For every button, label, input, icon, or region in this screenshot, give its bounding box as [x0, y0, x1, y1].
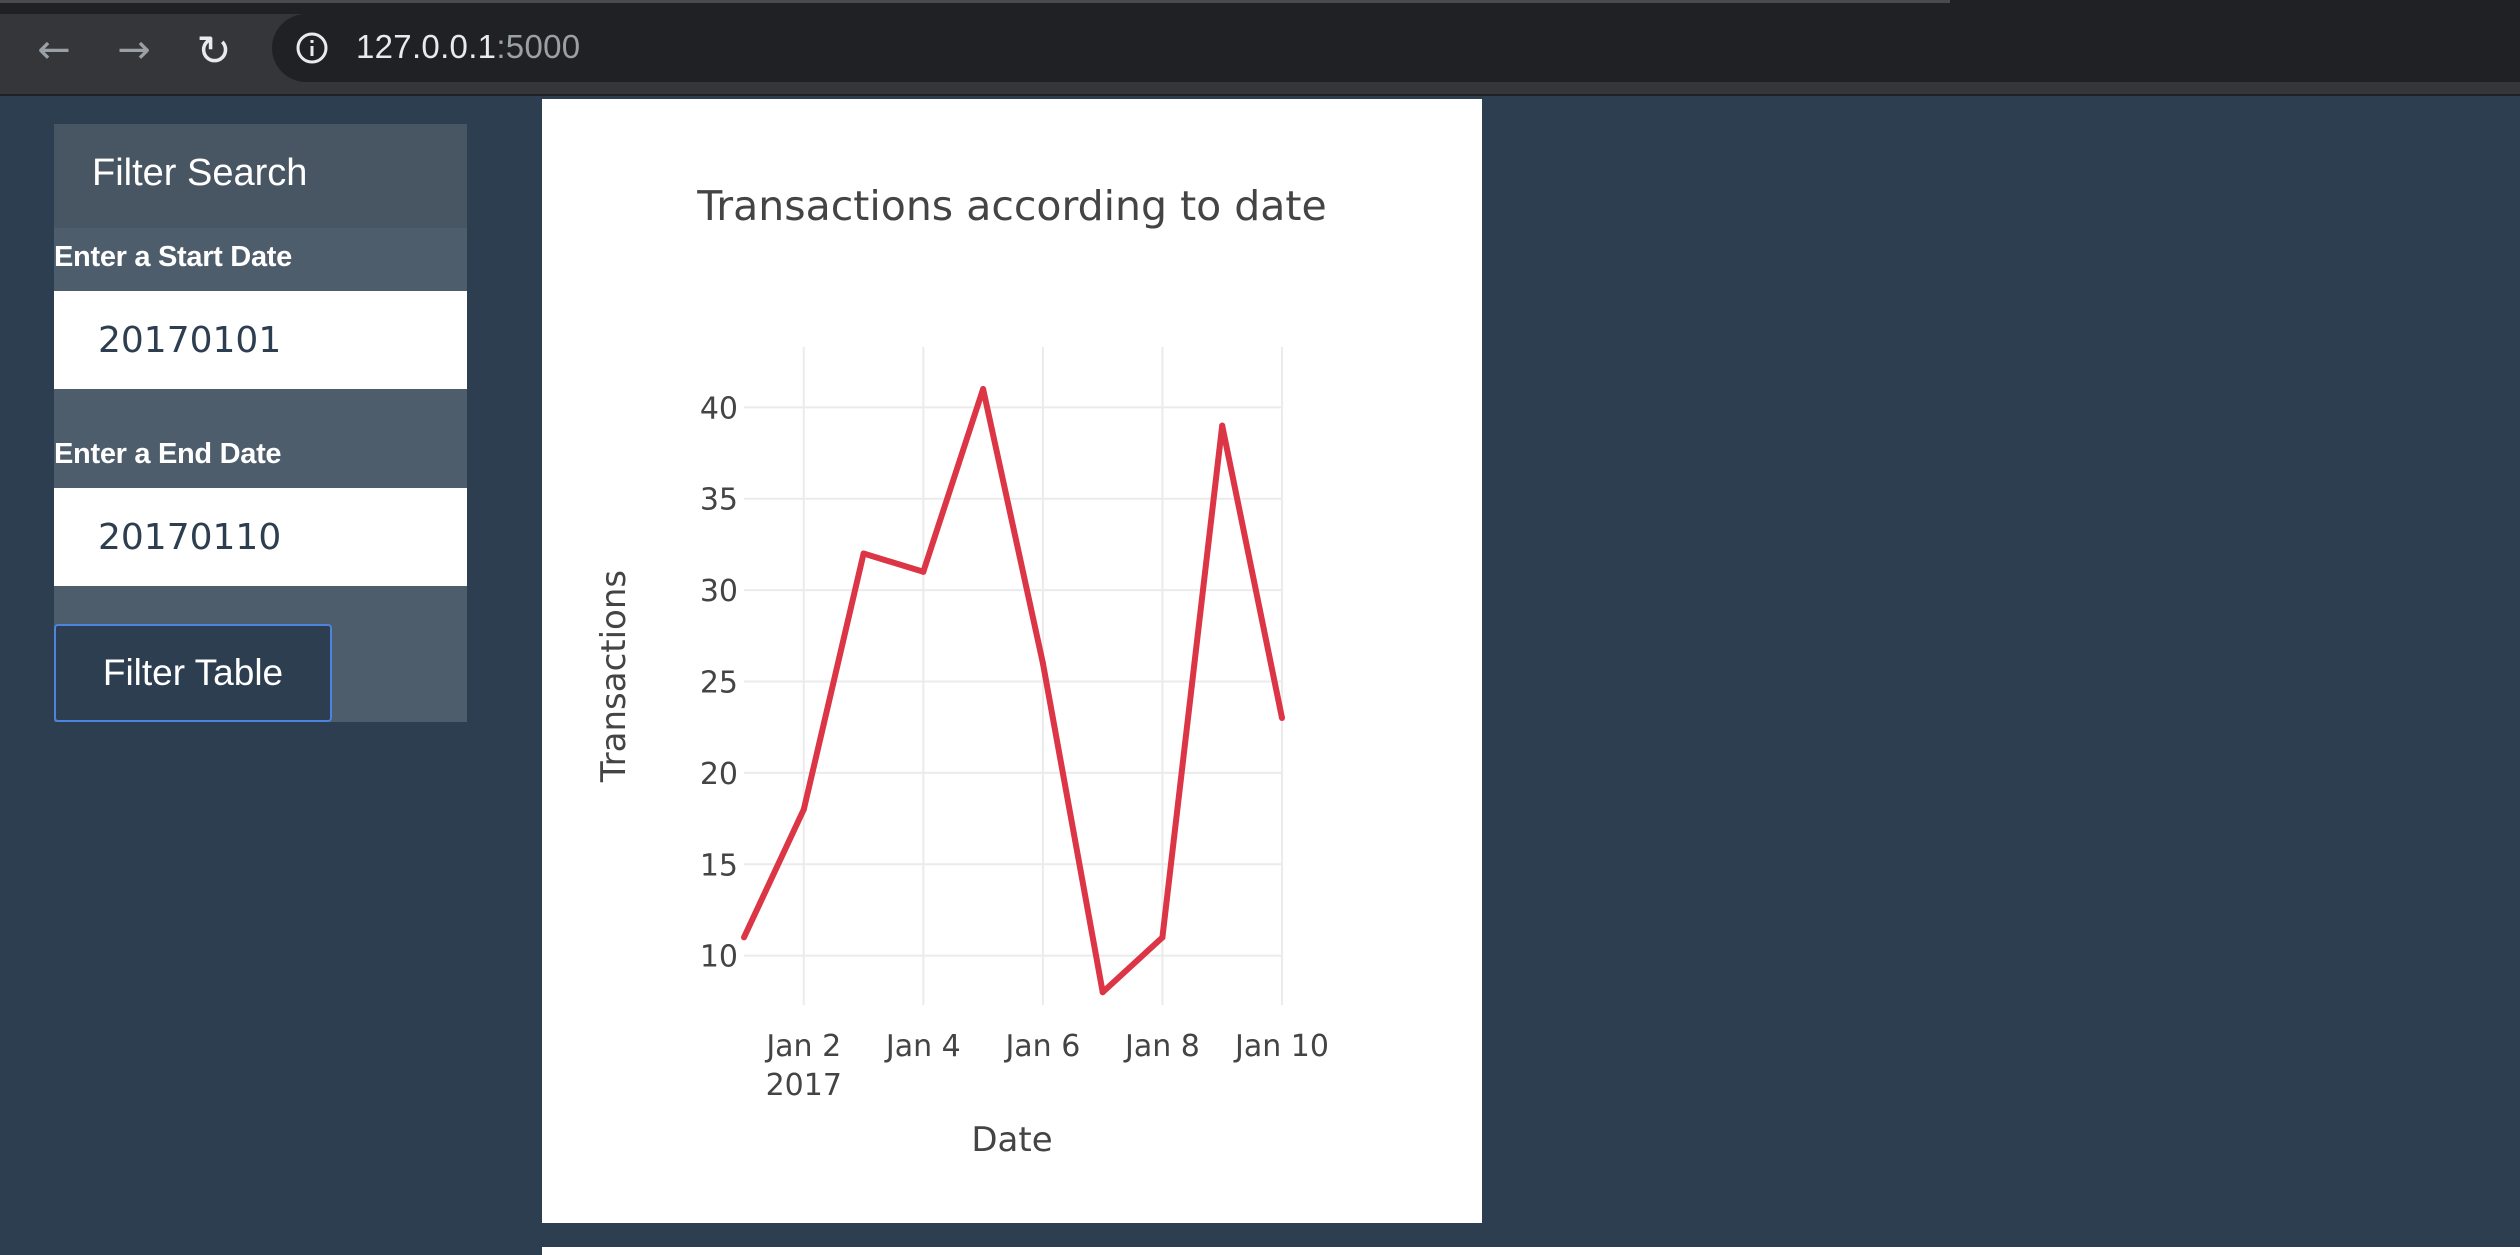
x-tick-label: Jan 2 — [764, 1029, 841, 1064]
browser-toolbar: ← → ↻ 127.0.0.1:5000 — [0, 0, 2520, 96]
y-tick-label: 10 — [700, 940, 738, 975]
data-point — [1039, 660, 1046, 667]
x-tick-label: Jan 6 — [1003, 1029, 1080, 1064]
data-point — [860, 550, 867, 557]
data-point — [1279, 715, 1285, 722]
chart-grid — [744, 347, 1283, 1005]
y-tick-label: 15 — [700, 848, 738, 883]
url-port: :5000 — [496, 28, 581, 65]
y-axis-ticks: 10 15 20 25 30 35 40 — [700, 391, 738, 974]
series-line — [741, 386, 1285, 996]
y-tick-label: 25 — [700, 665, 738, 700]
url-text[interactable]: 127.0.0.1:5000 — [356, 28, 580, 66]
y-tick-label: 20 — [700, 757, 738, 792]
y-tick-label: 40 — [700, 391, 738, 426]
url-host: 127.0.0.1 — [356, 28, 497, 65]
tab-strip — [0, 0, 2520, 14]
chart-title: Transactions according to date — [696, 182, 1326, 230]
x-axis-label: Date — [971, 1120, 1052, 1160]
forward-arrow-icon[interactable]: → — [117, 27, 151, 73]
data-point — [920, 568, 927, 575]
series-points — [741, 386, 1285, 996]
data-point — [800, 806, 807, 813]
data-point — [1219, 422, 1226, 429]
x-tick-label: Jan 10 — [1233, 1029, 1329, 1064]
chart-card: Transactions according to date 10 15 20 25 3… — [542, 99, 1482, 1223]
filter-panel: Filter Search Enter a Start Date Enter a… — [54, 124, 467, 722]
end-date-input[interactable] — [54, 488, 467, 586]
filter-table-button[interactable]: Filter Table — [54, 624, 332, 722]
site-info-icon[interactable] — [296, 32, 328, 64]
data-point — [980, 386, 987, 393]
y-tick-label: 30 — [700, 574, 738, 609]
end-date-label: Enter a End Date — [54, 438, 282, 470]
panel-title: Filter Search — [92, 152, 308, 194]
y-tick-label: 35 — [700, 483, 738, 518]
back-arrow-icon[interactable]: ← — [37, 27, 71, 73]
lower-content-card — [542, 1247, 2520, 1255]
panel-heading: Filter Search — [54, 124, 467, 228]
data-point — [1099, 989, 1106, 996]
data-point — [1159, 934, 1166, 941]
y-axis-label: Transactions — [594, 570, 634, 783]
address-bar[interactable]: 127.0.0.1:5000 — [272, 14, 2520, 82]
start-date-label: Enter a Start Date — [54, 241, 292, 273]
reload-icon[interactable]: ↻ — [196, 25, 232, 75]
x-tick-label: Jan 8 — [1123, 1029, 1200, 1064]
transactions-chart: Transactions according to date 10 15 20 25 3… — [594, 182, 1329, 1160]
x-tick-sublabel: 2017 — [766, 1068, 842, 1103]
start-date-input[interactable] — [54, 291, 467, 389]
data-point — [741, 934, 747, 941]
x-tick-label: Jan 4 — [884, 1029, 961, 1064]
tab-strip-line — [0, 0, 1950, 3]
x-axis-ticks: Jan 2 2017 Jan 4 Jan 6 Jan 8 Jan 10 — [764, 1029, 1329, 1103]
